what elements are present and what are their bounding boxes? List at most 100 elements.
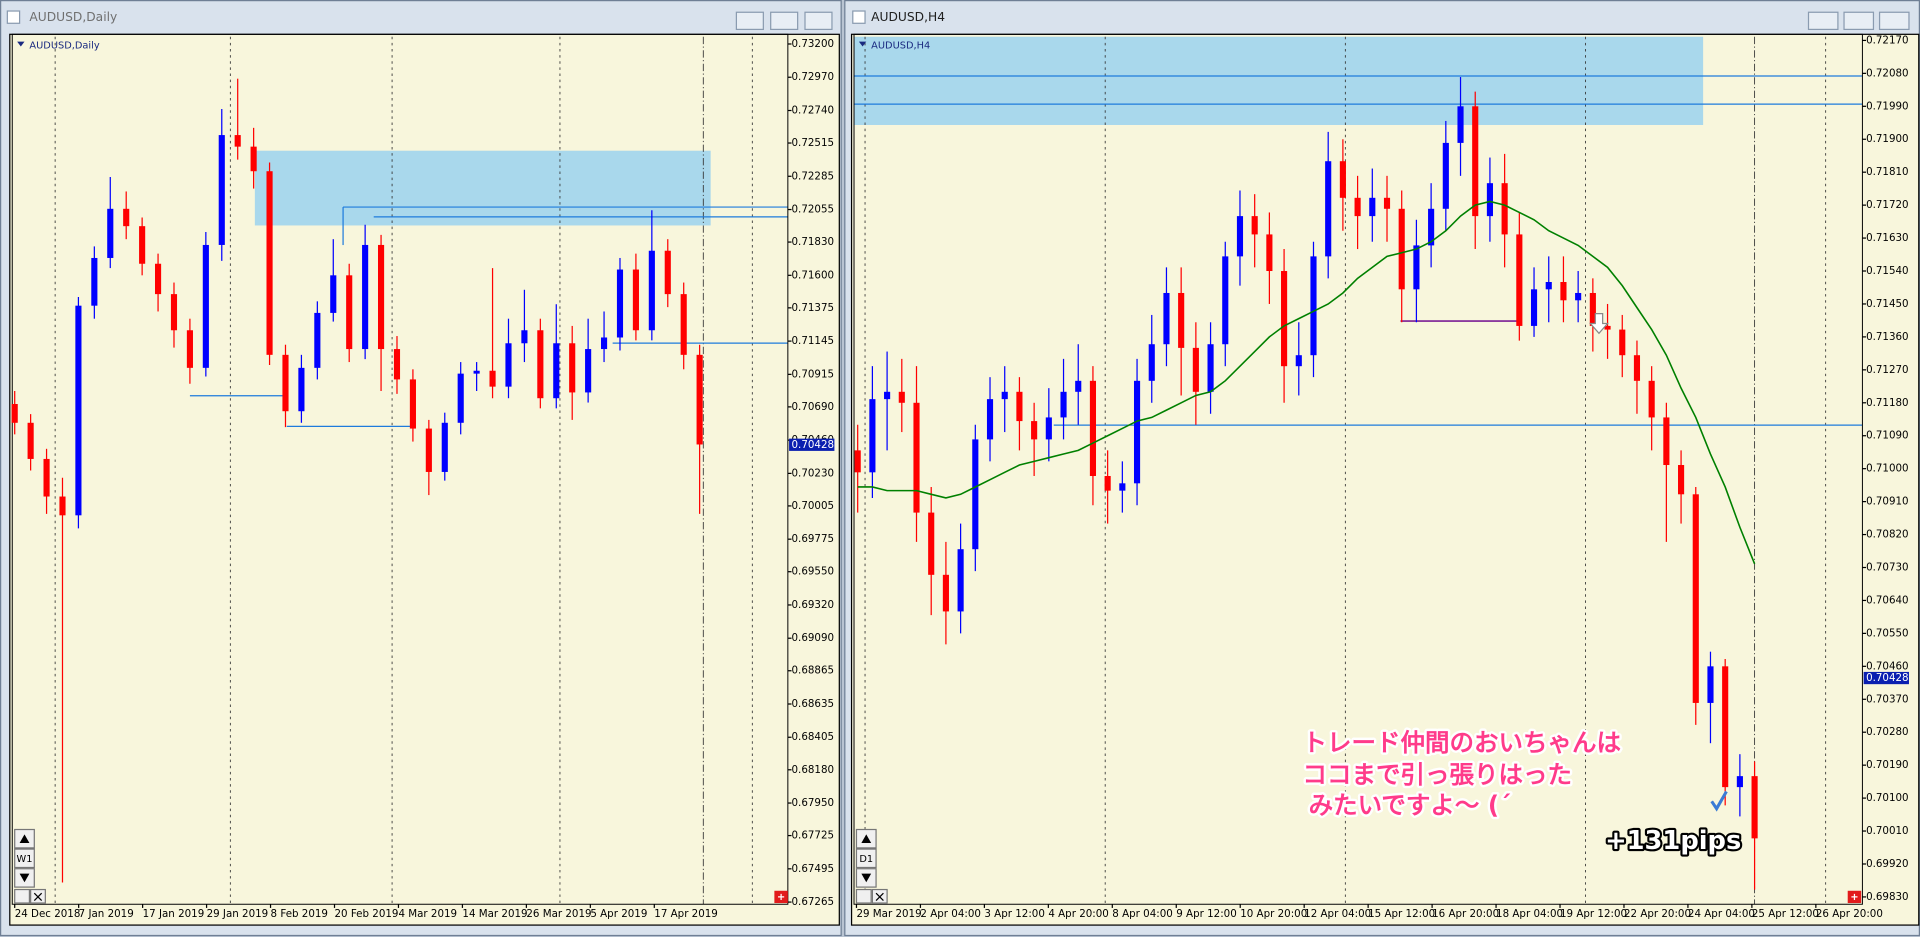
candle-body <box>139 226 146 264</box>
candle-body <box>282 354 289 412</box>
candle-body <box>1575 292 1582 301</box>
arrow-icon <box>861 834 872 843</box>
candle-body <box>1692 494 1699 703</box>
candle-body <box>648 250 655 331</box>
levels <box>854 75 1863 426</box>
candle-body <box>1251 216 1258 235</box>
x-tick-label: 16 Apr 20:00 <box>1432 908 1499 920</box>
candle-body <box>1486 183 1493 217</box>
candle-body <box>1325 161 1332 257</box>
x-tick-label: 24 Dec 2018 <box>15 908 81 920</box>
candle-body <box>377 244 385 350</box>
bid-label: 0.70428 <box>1866 672 1909 684</box>
candle-body <box>505 343 512 387</box>
minimize-button[interactable] <box>735 11 764 31</box>
candle-body <box>1604 325 1611 330</box>
candle-body <box>1104 475 1111 491</box>
candle-body <box>1192 347 1199 392</box>
tool-button[interactable] <box>14 888 31 904</box>
plus-icon <box>778 893 785 900</box>
y-tick-label: 0.71540 <box>1866 265 1909 277</box>
close-button[interactable] <box>804 11 833 31</box>
candle-body <box>250 146 257 172</box>
arrow-icon <box>19 834 30 843</box>
x-tick-label: 9 Apr 12:00 <box>1176 908 1237 920</box>
y-tick-label: 0.70190 <box>1866 759 1909 771</box>
y-tick-label: 0.72740 <box>792 104 835 116</box>
levels <box>189 206 788 428</box>
candle-body <box>218 135 225 245</box>
minimize-button[interactable] <box>1807 11 1839 31</box>
y-tick-label: 0.72285 <box>792 170 835 182</box>
x-tick-label: 10 Apr 20:00 <box>1240 908 1307 920</box>
candle-body <box>234 135 241 147</box>
tool-button[interactable] <box>855 888 872 904</box>
candle-body <box>1148 344 1155 381</box>
y-tick-label: 0.71810 <box>1866 166 1909 178</box>
candle-body <box>107 208 114 258</box>
side-buttons: D1 <box>855 828 888 904</box>
y-tick-label: 0.70730 <box>1866 562 1909 574</box>
candle-body <box>1045 417 1052 440</box>
y-tick-label: 0.70100 <box>1866 792 1909 804</box>
candle-body <box>1560 281 1567 301</box>
x-tick-label: 29 Mar 2019 <box>856 908 921 920</box>
y-tick-label: 0.70280 <box>1866 726 1909 738</box>
y-tick-label: 0.69830 <box>1866 891 1909 903</box>
candle-body <box>1031 421 1038 440</box>
y-tick-label: 0.71270 <box>1866 364 1909 376</box>
candle-body <box>569 343 576 393</box>
y-tick-label: 0.73200 <box>792 38 835 50</box>
candle-body <box>986 399 994 440</box>
y-tick-label: 0.67725 <box>792 830 835 842</box>
y-tick-label: 0.68635 <box>792 698 835 710</box>
x-icon <box>875 892 884 902</box>
x-tick-label: 18 Apr 04:00 <box>1496 908 1563 920</box>
y-tick-label: 0.71090 <box>1866 430 1909 442</box>
timeframe-button[interactable] <box>855 848 877 869</box>
candle-body <box>1633 355 1641 381</box>
y-tick-label: 0.71180 <box>1866 397 1909 409</box>
x-tick-label: 5 Apr 2019 <box>590 908 647 920</box>
y-tick-label: 0.70690 <box>792 401 835 413</box>
x-tick-label: 14 Mar 2019 <box>462 908 527 920</box>
candle-body <box>1266 234 1273 272</box>
candle-body <box>1751 776 1758 839</box>
candle-body <box>616 269 624 338</box>
candle-body <box>1383 197 1391 209</box>
menu-icon <box>17 41 25 47</box>
y-tick-label: 0.71900 <box>1866 133 1909 145</box>
maximize-button[interactable] <box>770 11 799 31</box>
candle-body <box>1678 465 1685 495</box>
candle-body <box>1516 234 1523 326</box>
candle-body <box>202 244 209 368</box>
candle-body <box>1222 256 1229 345</box>
close-button[interactable] <box>1878 11 1910 31</box>
y-tick-label: 0.72970 <box>792 71 835 83</box>
candle-body <box>1589 292 1596 326</box>
y-tick-label: 0.70915 <box>792 368 835 380</box>
x-tick-label: 15 Apr 12:00 <box>1368 908 1435 920</box>
candle-body <box>1707 666 1714 703</box>
candle-body <box>696 354 703 445</box>
y-tick-label: 0.70010 <box>1866 825 1909 837</box>
candle-body <box>1501 183 1508 235</box>
side-buttons: W1 <box>14 828 46 904</box>
arrow-marker <box>1589 313 1609 335</box>
bid-box <box>789 438 835 451</box>
candle-body <box>600 337 608 350</box>
candle-body <box>957 549 964 612</box>
candle-body <box>1295 355 1302 367</box>
y-tick-label: 0.71360 <box>1866 331 1909 343</box>
chart: 0.73200 0.72970 0.72740 0.72515 0.72285 0.720… <box>11 33 835 920</box>
maximize-button[interactable] <box>1843 11 1875 31</box>
y-tick-label: 0.68180 <box>792 764 835 776</box>
y-tick-label: 0.70640 <box>1866 594 1909 606</box>
arrow-icon <box>19 873 30 883</box>
y-tick-label: 0.70550 <box>1866 627 1909 639</box>
candle-body <box>1060 391 1067 418</box>
y-tick-label: 0.71630 <box>1866 232 1909 244</box>
timeframe-button[interactable] <box>14 848 35 869</box>
x-tick-label: 17 Apr 2019 <box>654 908 718 920</box>
y-tick-label: 0.70820 <box>1866 529 1909 541</box>
